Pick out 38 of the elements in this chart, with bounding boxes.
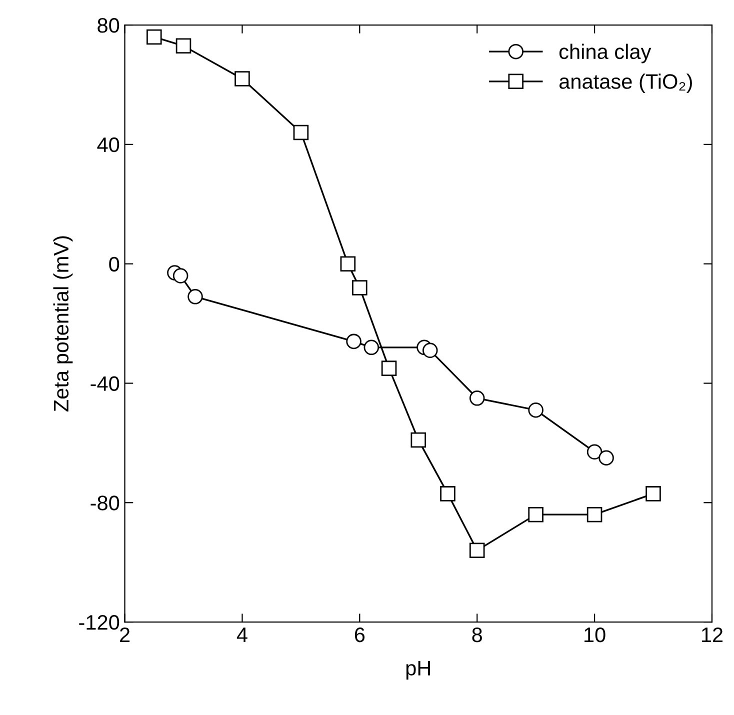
point <box>469 542 485 558</box>
point <box>293 124 309 140</box>
point <box>586 444 602 460</box>
y-tick-label: 40 <box>97 137 120 152</box>
y-tick-label: -80 <box>90 496 120 510</box>
y-tick-label: 0 <box>109 256 120 272</box>
x-tick-label: 6 <box>354 627 365 642</box>
x-tick-label: 8 <box>472 627 482 642</box>
point <box>598 450 614 466</box>
point <box>528 506 544 522</box>
y-tick-label: -40 <box>90 376 120 391</box>
point <box>146 29 162 45</box>
x-axis-title: pH <box>406 660 430 680</box>
point <box>410 432 426 448</box>
x-tick-label: 10 <box>584 627 606 642</box>
x-tick-label: 2 <box>120 627 130 642</box>
x-tick-label: 12 <box>702 627 723 642</box>
point <box>340 256 356 272</box>
point <box>176 38 192 54</box>
x-tick-label: 4 <box>236 628 248 642</box>
point <box>364 340 380 356</box>
point <box>586 506 602 522</box>
point <box>188 289 203 304</box>
point <box>234 71 250 86</box>
point <box>346 334 362 350</box>
legend-label: anatase (TiO₂) <box>559 74 692 94</box>
point <box>469 390 485 406</box>
point <box>440 486 456 502</box>
point <box>422 342 438 358</box>
point <box>528 402 544 418</box>
point <box>172 268 188 284</box>
point <box>646 486 661 502</box>
point <box>381 360 397 376</box>
y-axis-title: Zeta potential (mV) <box>53 236 73 412</box>
y-tick-label: 80 <box>98 18 120 33</box>
point <box>352 280 368 296</box>
y-tick-label: -120 <box>79 615 120 630</box>
legend-label: china clay <box>559 44 652 64</box>
